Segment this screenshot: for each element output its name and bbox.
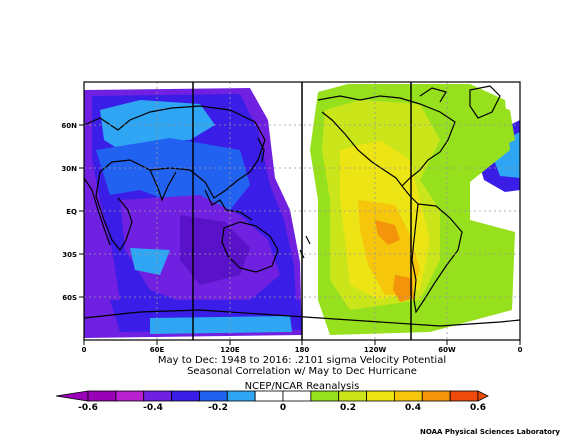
colorbar-label: -0.4: [143, 403, 163, 413]
colorbar-segment: [171, 390, 200, 402]
colorbar-label: 0.6: [470, 403, 486, 413]
colorbar-segment: [199, 390, 228, 402]
colorbar-segment: [143, 390, 172, 402]
colorbar-segment: [87, 390, 117, 402]
colorbar-segment: [310, 390, 340, 402]
coastlines: [84, 85, 520, 327]
colorbar-segment: [449, 390, 479, 402]
x-tick-label: 0: [82, 346, 87, 354]
colorbar-label: 0.2: [340, 403, 356, 413]
y-tick-label: 30S: [62, 251, 77, 259]
colorbar-label: -0.2: [208, 403, 228, 413]
colorbar-segment: [282, 390, 312, 402]
x-tick-label: 180: [295, 346, 310, 354]
colorbar-segment: [394, 390, 423, 402]
colorbar-segment: [338, 390, 367, 402]
colorbar-label: 0.4: [405, 403, 421, 413]
x-tick-label: 0: [518, 346, 523, 354]
map-plot-area: [84, 82, 520, 340]
colorbar-segment: [366, 390, 395, 402]
colorbar-segment: [254, 390, 284, 402]
x-tick-label: 60W: [438, 346, 456, 354]
noaa-credit: NOAA Physical Sciences Laboratory: [420, 428, 560, 436]
colorbar-label: -0.6: [78, 403, 98, 413]
map-title-line-2: Seasonal Correlation w/ May to Dec Hurri…: [187, 366, 417, 377]
colorbar-segment: [421, 390, 451, 402]
x-tick-label: 120W: [364, 346, 387, 354]
y-tick-label: EQ: [66, 208, 77, 216]
map-title-line-3: NCEP/NCAR Reanalysis: [245, 381, 360, 392]
colorbar-min-arrow: [55, 390, 89, 402]
x-tick-label: 60E: [150, 346, 165, 354]
y-tick-label: 60S: [62, 294, 77, 302]
colorbar-segment: [115, 390, 145, 402]
colorbar: [55, 390, 489, 402]
map-title-line-1: May to Dec: 1948 to 2016: .2101 sigma Ve…: [158, 355, 446, 366]
y-tick-label: 30N: [61, 165, 77, 173]
x-tick-label: 120E: [220, 346, 240, 354]
colorbar-max-arrow: [477, 390, 489, 402]
colorbar-segment: [226, 390, 256, 402]
colorbar-label: 0: [280, 403, 286, 413]
y-tick-label: 60N: [61, 122, 77, 130]
